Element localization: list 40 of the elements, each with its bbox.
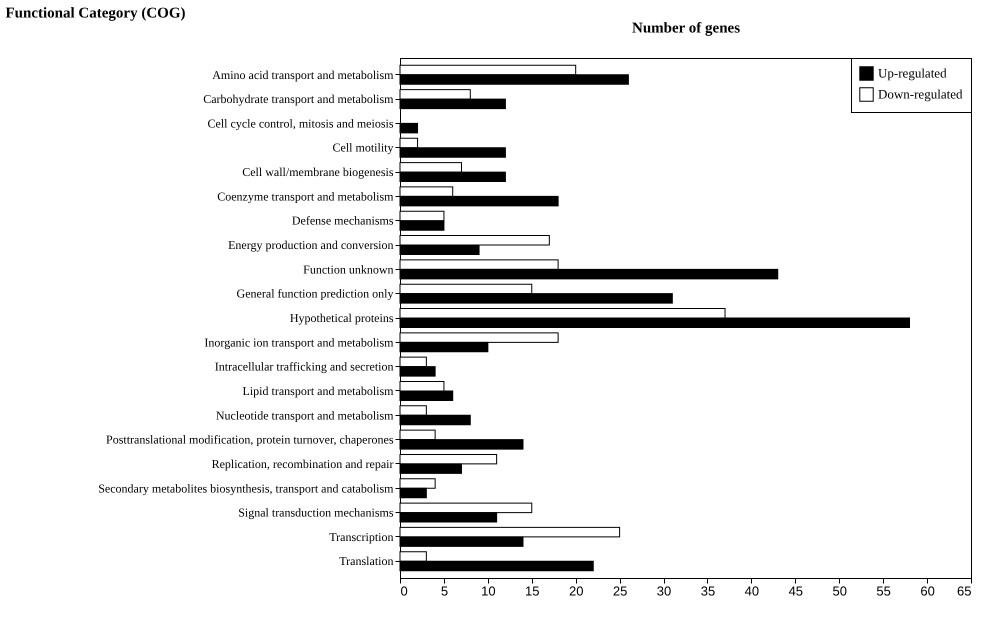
x-axis-title: Number of genes <box>632 20 740 36</box>
y-tick-label: Lipid transport and metabolism <box>242 384 394 398</box>
y-tick-label: Signal transduction mechanisms <box>238 506 394 520</box>
y-tick-label: Function unknown <box>303 262 394 276</box>
bar <box>400 122 418 134</box>
y-tick-label: Cell cycle control, mitosis and meiosis <box>208 116 394 130</box>
y-tick-label: Cell motility <box>332 140 394 155</box>
y-tick-label: Translation <box>339 554 394 568</box>
x-tick-label: 5 <box>440 584 448 598</box>
y-tick-label: Nucleotide transport and metabolism <box>216 408 394 422</box>
legend-label: Down-regulated <box>878 86 963 102</box>
x-tick-label: 0 <box>400 584 408 598</box>
y-tick-label: Energy production and conversion <box>228 238 394 252</box>
legend-label: Up-regulated <box>878 66 948 80</box>
x-tick-label: 65 <box>957 584 972 598</box>
y-tick-label: Inorganic ion transport and metabolism <box>204 335 394 350</box>
y-tick-label: Cell wall/membrane biogenesis <box>242 165 394 180</box>
x-tick-label: 30 <box>656 584 672 598</box>
x-tick-label: 60 <box>920 584 935 598</box>
y-tick-label: Carbohydrate transport and metabolism <box>203 92 394 106</box>
y-tick-label: Secondary metabolites biosynthesis, transport and catabolism <box>98 481 394 496</box>
y-tick-label: Amino acid transport and metabolism <box>212 68 394 82</box>
y-tick-label: Transcription <box>329 530 394 544</box>
x-tick-label: 15 <box>525 584 540 598</box>
x-tick-label: 45 <box>788 584 804 598</box>
x-tick-label: 25 <box>612 584 628 598</box>
y-tick-label: General function prediction only <box>236 286 394 301</box>
y-axis-title: Functional Category (COG) <box>6 6 186 22</box>
x-tick-label: 40 <box>744 584 760 598</box>
y-tick-label: Replication, recombination and repair <box>212 456 394 471</box>
y-tick-label: Defense mechanisms <box>292 214 394 228</box>
x-tick-label: 50 <box>832 584 847 598</box>
x-tick-label: 20 <box>568 584 584 598</box>
y-tick-label: Hypothetical proteins <box>290 311 394 325</box>
y-tick-label: Posttranslational modification, protein turnover, chaperones <box>106 432 394 447</box>
x-tick-label: 55 <box>876 584 891 598</box>
y-tick-label: Coenzyme transport and metabolism <box>217 189 394 204</box>
y-tick-label: Intracellular trafficking and secretion <box>214 360 394 374</box>
x-tick-label: 10 <box>481 584 496 598</box>
x-tick-label: 35 <box>700 584 716 598</box>
